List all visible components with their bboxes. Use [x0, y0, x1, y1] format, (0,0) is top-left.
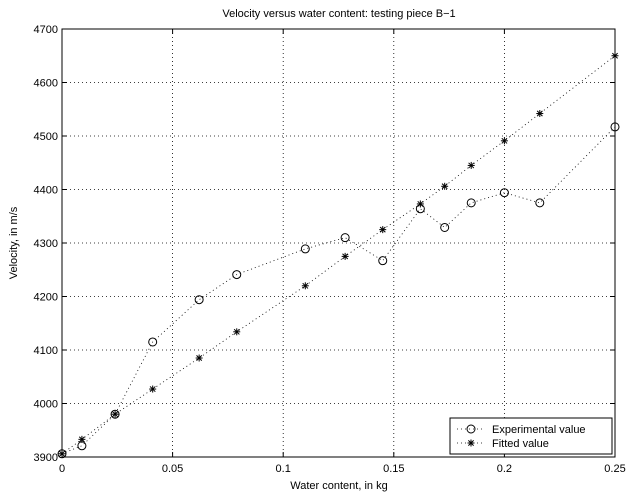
data-point-circle — [610, 122, 620, 132]
data-point-circle — [110, 409, 120, 419]
data-point-circle — [378, 256, 388, 266]
y-tick-label: 4500 — [34, 131, 58, 143]
y-axis-title: Velocity, in m/s — [8, 206, 20, 279]
data-point-circle — [440, 222, 450, 232]
series-line — [61, 55, 616, 455]
data-point-star — [149, 385, 157, 393]
y-tick-label: 4000 — [34, 399, 58, 411]
data-point-star — [58, 450, 66, 458]
data-point-circle — [499, 188, 509, 198]
data-point-circle — [194, 295, 204, 305]
data-point-circle — [300, 244, 310, 254]
y-tick-label: 3900 — [34, 452, 58, 464]
data-point-star — [195, 354, 203, 362]
legend-label: Experimental value — [492, 424, 586, 436]
data-point-star — [233, 328, 241, 336]
series-circle — [57, 122, 620, 459]
legend-label: Fitted value — [492, 438, 549, 450]
data-point-circle — [535, 198, 545, 208]
x-tick-label: 0.1 — [276, 463, 291, 475]
data-point-star — [111, 410, 119, 418]
y-tick-label: 4100 — [34, 345, 58, 357]
data-point-star — [467, 161, 475, 169]
y-tick-label: 4600 — [34, 78, 58, 90]
data-point-star — [301, 282, 309, 290]
data-point-circle — [57, 449, 67, 459]
data-point-star — [611, 52, 619, 60]
x-axis-title: Water content, in kg — [290, 480, 387, 492]
legend-box — [449, 417, 613, 455]
data-point-circle — [77, 441, 87, 451]
data-point-star — [341, 252, 349, 260]
data-point-star — [416, 200, 424, 208]
x-tick-label: 0.15 — [383, 463, 404, 475]
data-point-star — [536, 110, 544, 118]
data-series — [57, 52, 620, 459]
grid — [62, 29, 615, 457]
data-point-star — [441, 182, 449, 190]
series-line — [61, 126, 616, 455]
data-point-circle — [340, 233, 350, 243]
y-tick-label: 4200 — [34, 292, 58, 304]
x-tick-label: 0.25 — [604, 463, 625, 475]
axis-ticks: 0 0.05 0.1 0.15 0.2 0.25 3900 4000 4100 4200 4300 4… — [34, 24, 626, 475]
data-point-star — [467, 439, 475, 447]
x-tick-label: 0.2 — [497, 463, 512, 475]
x-tick-label: 0 — [59, 463, 65, 475]
legend-item: Fitted value — [457, 438, 549, 450]
legend: Experimental value Fitted value — [449, 417, 613, 455]
data-point-circle — [466, 198, 476, 208]
chart-title: Velocity versus water content: testing p… — [222, 8, 455, 20]
legend-item: Experimental value — [457, 424, 586, 436]
y-tick-label: 4700 — [34, 24, 58, 36]
data-point-star — [500, 137, 508, 145]
data-point-circle — [466, 424, 476, 434]
data-point-star — [78, 435, 86, 443]
data-point-star — [379, 226, 387, 234]
y-tick-label: 4300 — [34, 238, 58, 250]
data-point-circle — [148, 337, 158, 347]
y-tick-label: 4400 — [34, 185, 58, 197]
data-point-circle — [232, 270, 242, 280]
x-tick-label: 0.05 — [162, 463, 183, 475]
series-star — [58, 52, 619, 458]
